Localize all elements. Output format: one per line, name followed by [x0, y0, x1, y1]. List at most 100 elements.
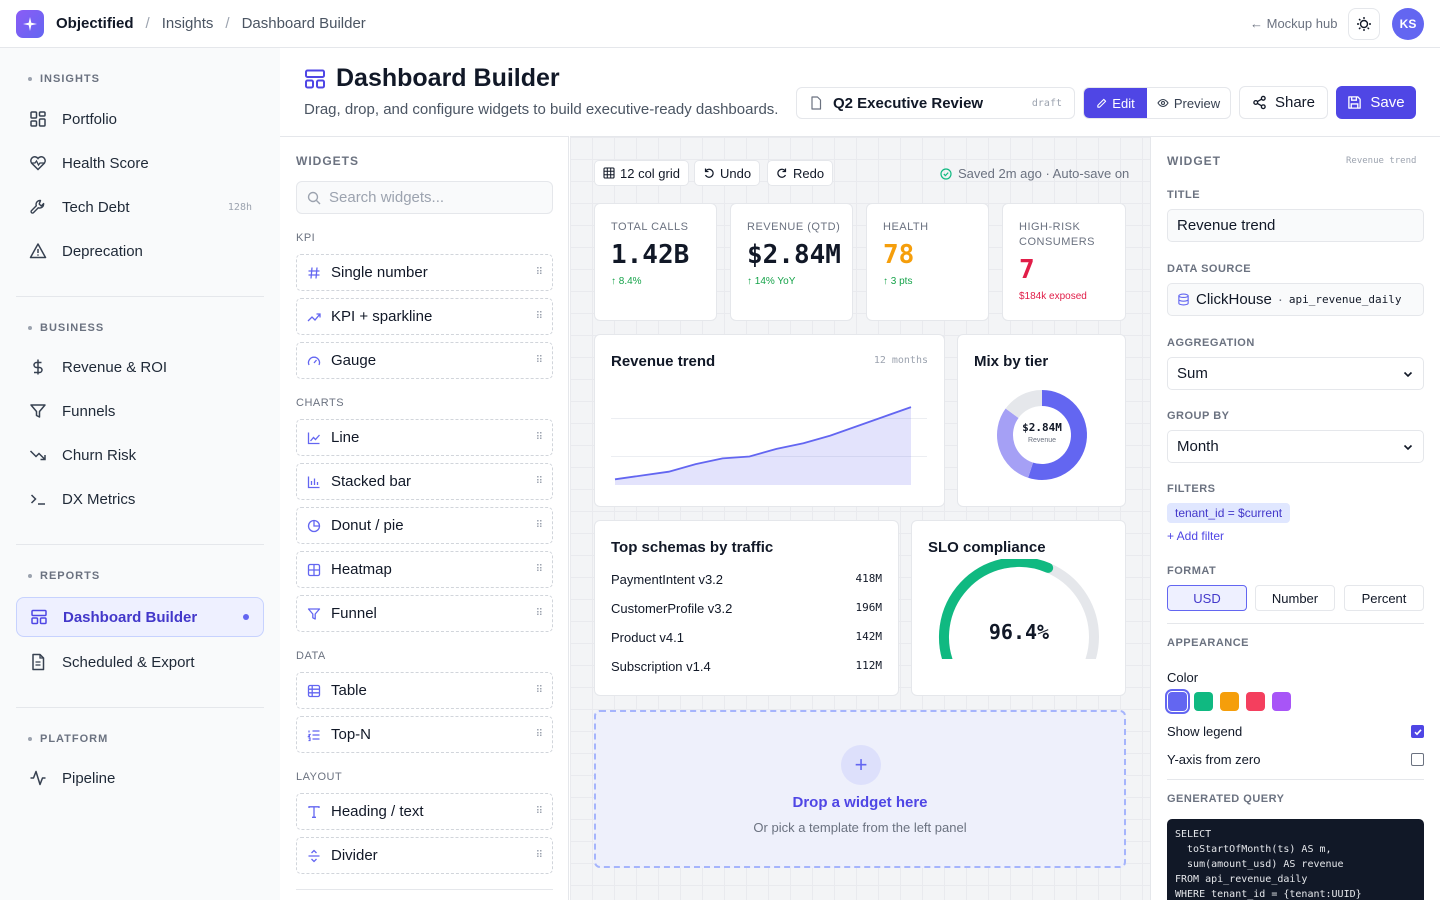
- widget-search[interactable]: [296, 181, 553, 214]
- drag-handle-icon[interactable]: ⠿: [535, 311, 543, 322]
- color-swatch-rose[interactable]: [1246, 692, 1265, 711]
- share-button[interactable]: Share: [1239, 86, 1328, 119]
- funnel-icon: [28, 401, 48, 421]
- dashboard-name-field[interactable]: Q2 Executive Review draft: [796, 87, 1075, 119]
- drag-handle-icon[interactable]: ⠿: [535, 476, 543, 487]
- sparkle-icon: [23, 17, 37, 31]
- datasource-field[interactable]: ClickHouse · api_revenue_daily: [1167, 283, 1424, 316]
- widget-heading-text[interactable]: Heading / text ⠿: [296, 793, 553, 830]
- card-title: SLO compliance: [928, 539, 1046, 556]
- kpi-card-high-risk[interactable]: HIGH-RISK CONSUMERS 7 $184k exposed: [1002, 203, 1126, 321]
- kpi-card-revenue[interactable]: REVENUE (QTD) $2.84M ↑ 14% YoY: [730, 203, 853, 321]
- hash-icon: [306, 265, 322, 281]
- widget-stacked-bar[interactable]: Stacked bar ⠿: [296, 463, 553, 500]
- widget-top-n[interactable]: Top-N ⠿: [296, 716, 553, 753]
- widget-donut-pie[interactable]: Donut / pie ⠿: [296, 507, 553, 544]
- plus-icon[interactable]: +: [841, 745, 881, 785]
- sidebar-item-tech-debt[interactable]: Tech Debt 128h: [16, 187, 264, 227]
- card-title: Top schemas by traffic: [611, 539, 774, 556]
- table-row: CustomerProfile v3.2 196M: [611, 601, 882, 616]
- drag-handle-icon[interactable]: ⠿: [535, 685, 543, 696]
- color-swatch-green[interactable]: [1194, 692, 1213, 711]
- sparkline-icon: [306, 309, 322, 325]
- sidebar-item-dx-metrics[interactable]: DX Metrics: [16, 479, 264, 519]
- format-usd-button[interactable]: USD: [1167, 585, 1247, 611]
- page-subtitle: Drag, drop, and configure widgets to bui…: [304, 101, 779, 118]
- save-button[interactable]: Save: [1336, 86, 1416, 119]
- breadcrumb-insights[interactable]: Insights: [161, 15, 214, 32]
- widget-heatmap[interactable]: Heatmap ⠿: [296, 551, 553, 588]
- sidebar-item-funnels[interactable]: Funnels: [16, 391, 264, 431]
- sidebar-divider: [16, 707, 264, 708]
- sidebar-item-label: Pipeline: [62, 769, 116, 787]
- sidebar-item-deprecation[interactable]: Deprecation: [16, 231, 264, 271]
- grid-toggle-button[interactable]: 12 col grid: [594, 160, 689, 186]
- theme-toggle-button[interactable]: [1348, 8, 1380, 40]
- widgets-panel-title: WIDGETS: [296, 154, 359, 168]
- drag-handle-icon[interactable]: ⠿: [535, 564, 543, 575]
- widget-line[interactable]: Line ⠿: [296, 419, 553, 456]
- kpi-card-total-calls[interactable]: TOTAL CALLS 1.42B ↑ 8.4%: [594, 203, 717, 321]
- sidebar-item-dashboard-builder[interactable]: Dashboard Builder: [16, 597, 264, 637]
- top-schemas-card[interactable]: Top schemas by traffic PaymentIntent v3.…: [594, 520, 899, 696]
- show-legend-checkbox[interactable]: [1411, 725, 1424, 738]
- add-filter-button[interactable]: + Add filter: [1167, 529, 1225, 543]
- redo-button[interactable]: Redo: [767, 160, 834, 186]
- breadcrumb-brand[interactable]: Objectified: [56, 15, 134, 32]
- sidebar-item-churn-risk[interactable]: Churn Risk: [16, 435, 264, 475]
- sidebar-item-revenue-roi[interactable]: Revenue & ROI: [16, 347, 264, 387]
- drag-handle-icon[interactable]: ⠿: [535, 432, 543, 443]
- format-number-button[interactable]: Number: [1255, 585, 1335, 611]
- sidebar-item-portfolio[interactable]: Portfolio: [16, 99, 264, 139]
- color-swatch-purple[interactable]: [1272, 692, 1291, 711]
- sidebar-item-label: Scheduled & Export: [62, 653, 195, 671]
- drag-handle-icon[interactable]: ⠿: [535, 520, 543, 531]
- drag-handle-icon[interactable]: ⠿: [535, 608, 543, 619]
- widget-search-input[interactable]: [329, 189, 539, 206]
- drag-handle-icon[interactable]: ⠿: [535, 729, 543, 740]
- mockup-hub-link[interactable]: ← Mockup hub: [1250, 16, 1338, 31]
- filter-chip[interactable]: tenant_id = $current: [1167, 503, 1291, 523]
- widget-funnel[interactable]: Funnel ⠿: [296, 595, 553, 632]
- widget-gauge[interactable]: Gauge ⠿: [296, 342, 553, 379]
- drag-handle-icon[interactable]: ⠿: [535, 806, 543, 817]
- app-logo[interactable]: [16, 10, 44, 38]
- groupby-select[interactable]: Month: [1167, 430, 1424, 463]
- drag-handle-icon[interactable]: ⠿: [535, 267, 543, 278]
- drag-handle-icon[interactable]: ⠿: [535, 355, 543, 366]
- color-swatch-indigo[interactable]: [1165, 689, 1190, 714]
- card-meta: 12 months: [873, 355, 928, 366]
- breadcrumb-current: Dashboard Builder: [241, 15, 366, 32]
- kpi-delta: ↑ 8.4%: [611, 276, 642, 287]
- sidebar-item-pipeline[interactable]: Pipeline: [16, 758, 264, 798]
- dollar-icon: [28, 357, 48, 377]
- sidebar-item-health-score[interactable]: Health Score: [16, 143, 264, 183]
- mix-by-tier-card[interactable]: Mix by tier $2.84M Revenue: [957, 334, 1126, 507]
- revenue-trend-card[interactable]: Revenue trend 12 months: [594, 334, 945, 507]
- widget-divider[interactable]: Divider ⠿: [296, 837, 553, 874]
- format-percent-button[interactable]: Percent: [1344, 585, 1424, 611]
- database-icon: [1178, 293, 1189, 306]
- color-swatch-amber[interactable]: [1220, 692, 1239, 711]
- heatmap-icon: [306, 562, 322, 578]
- widget-drop-zone[interactable]: + Drop a widget here Or pick a template …: [594, 710, 1126, 868]
- sidebar-item-scheduled-export[interactable]: Scheduled & Export: [16, 642, 264, 682]
- aggregation-select[interactable]: Sum: [1167, 357, 1424, 390]
- widget-kpi-sparkline[interactable]: KPI + sparkline ⠿: [296, 298, 553, 335]
- title-field[interactable]: [1167, 209, 1424, 242]
- widget-single-number[interactable]: Single number ⠿: [296, 254, 553, 291]
- yaxis-zero-checkbox[interactable]: [1411, 753, 1424, 766]
- slo-compliance-card[interactable]: SLO compliance 96.4%: [911, 520, 1126, 696]
- preview-mode-button[interactable]: Preview: [1147, 88, 1230, 118]
- kpi-delta: ↑ 14% YoY: [747, 276, 796, 287]
- kpi-card-health[interactable]: HEALTH 78 ↑ 3 pts: [866, 203, 989, 321]
- user-avatar[interactable]: KS: [1392, 8, 1424, 40]
- donut-center-value: $2.84M: [1022, 421, 1062, 434]
- widget-table[interactable]: Table ⠿: [296, 672, 553, 709]
- grid-icon: [28, 109, 48, 129]
- drag-handle-icon[interactable]: ⠿: [535, 850, 543, 861]
- undo-button[interactable]: Undo: [694, 160, 761, 186]
- active-indicator: [243, 614, 249, 620]
- edit-mode-button[interactable]: Edit: [1084, 88, 1147, 118]
- title-input[interactable]: [1177, 217, 1407, 234]
